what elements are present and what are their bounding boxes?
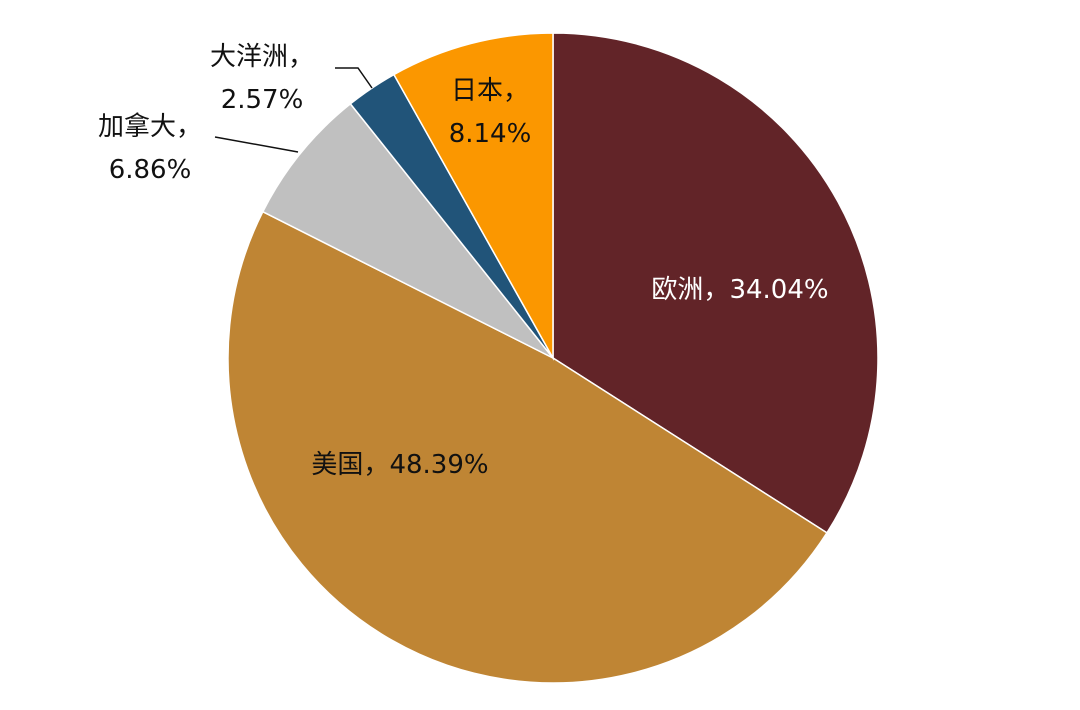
label-value: 48.39%: [389, 450, 488, 480]
label-separator: ，: [363, 450, 389, 480]
label-separator: ，: [503, 76, 529, 106]
data-label: 加拿大， 6.86%: [98, 112, 202, 185]
data-label: 大洋洲， 2.57%: [210, 42, 314, 115]
label-value: 8.14%: [449, 119, 532, 149]
leader-line: [335, 67, 373, 89]
data-label: 美国，48.39%: [311, 450, 488, 480]
label-value: 6.86%: [109, 155, 192, 185]
label-separator: ，: [288, 42, 314, 72]
label-category: 大洋洲: [210, 42, 288, 72]
label-category: 日本: [451, 76, 503, 106]
data-label: 欧洲，34.04%: [651, 275, 828, 305]
leader-line: [214, 136, 299, 153]
pie-slice: [552, 32, 879, 534]
label-value: 34.04%: [729, 275, 828, 305]
pie-slice: [227, 210, 829, 684]
pie-slice: [392, 32, 554, 361]
label-value: 2.57%: [221, 85, 304, 115]
label-category: 美国: [311, 450, 363, 480]
label-category: 加拿大: [98, 112, 176, 142]
label-separator: ，: [176, 112, 202, 142]
pie-slice: [261, 102, 554, 359]
label-category: 欧洲: [651, 275, 703, 305]
label-separator: ，: [703, 275, 729, 305]
data-label: 日本， 8.14%: [449, 76, 532, 149]
